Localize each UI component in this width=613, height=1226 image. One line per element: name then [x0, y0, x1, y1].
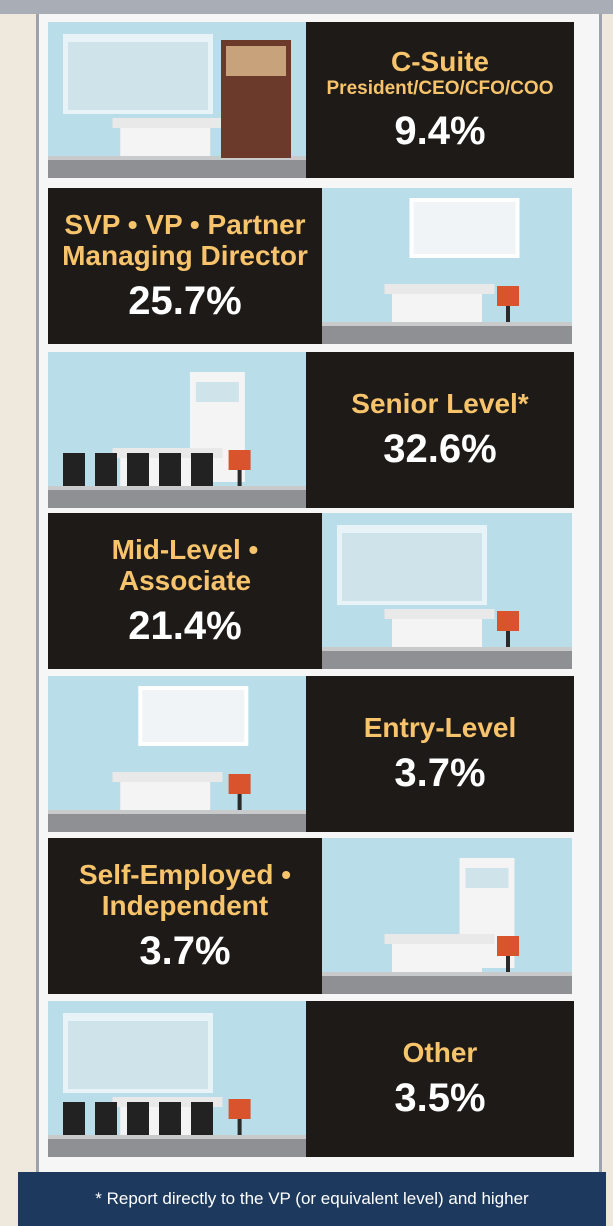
shape: [229, 1099, 251, 1119]
shape: [497, 286, 519, 306]
shape: [113, 772, 223, 782]
illustration-panel: [48, 22, 306, 178]
shape: [414, 202, 516, 254]
shape: [392, 944, 482, 972]
shape: [322, 647, 572, 651]
shape: [68, 1021, 208, 1089]
shape: [392, 294, 482, 322]
label-panel: Mid-Level •Associate 21.4%: [48, 513, 322, 669]
shape: [506, 956, 510, 972]
level-title: Self-Employed •: [79, 859, 291, 890]
shape: [322, 976, 572, 994]
shape: [48, 490, 306, 508]
office-illustration: [322, 838, 572, 994]
office-illustration: [48, 1001, 306, 1157]
shape: [238, 470, 242, 486]
shape: [48, 160, 306, 178]
level-percentage: 21.4%: [128, 604, 241, 649]
shape: [48, 1135, 306, 1139]
shape: [506, 306, 510, 322]
shape: [159, 1102, 181, 1135]
level-subtitle: President/CEO/CFO/COO: [327, 77, 554, 101]
shape: [120, 782, 210, 810]
level-title: Senior Level*: [351, 388, 528, 419]
shape: [229, 450, 251, 470]
shape: [392, 619, 482, 647]
shape: [342, 533, 482, 601]
shape: [48, 486, 306, 490]
shape: [506, 631, 510, 647]
level-percentage: 32.6%: [383, 427, 496, 472]
shape: [95, 453, 117, 486]
shape: [113, 118, 223, 128]
shape: [127, 453, 149, 486]
level-title: C-Suite: [391, 46, 489, 77]
shape: [497, 611, 519, 631]
shape: [63, 453, 85, 486]
label-panel: Entry-Level 3.7%: [306, 676, 574, 832]
shape: [497, 936, 519, 956]
illustration-panel: [48, 676, 306, 832]
footnote: * Report directly to the VP (or equivale…: [18, 1172, 606, 1226]
shape: [385, 284, 495, 294]
shape: [238, 794, 242, 810]
shape: [322, 326, 572, 344]
shape: [226, 46, 286, 76]
page: {"rows": [ {"lines": ["C-Suite"], "subti…: [0, 0, 613, 1226]
level-title: Managing Director: [62, 240, 308, 271]
illustration-panel: [322, 838, 572, 994]
level-title: Entry-Level: [364, 712, 517, 743]
office-illustration: [48, 676, 306, 832]
shape: [322, 651, 572, 669]
level-title: Other: [403, 1037, 478, 1068]
shape: [48, 814, 306, 832]
level-percentage: 9.4%: [394, 109, 485, 154]
shape: [48, 810, 306, 814]
illustration-panel: [322, 188, 572, 344]
top-bar: [0, 0, 613, 14]
level-percentage: 3.5%: [394, 1076, 485, 1121]
shape: [63, 1102, 85, 1135]
shape: [229, 774, 251, 794]
shape: [120, 128, 210, 156]
office-illustration: [322, 188, 572, 344]
level-title: Independent: [102, 890, 268, 921]
office-illustration: [322, 513, 572, 669]
level-percentage: 25.7%: [128, 279, 241, 324]
shape: [48, 1139, 306, 1157]
illustration-panel: [48, 352, 306, 508]
office-illustration: [48, 352, 306, 508]
shape: [68, 42, 208, 110]
shape: [238, 1119, 242, 1135]
label-panel: Senior Level* 32.6%: [306, 352, 574, 508]
shape: [196, 382, 239, 402]
shape: [322, 972, 572, 976]
shape: [385, 934, 495, 944]
level-title: Mid-Level •: [112, 534, 259, 565]
shape: [95, 1102, 117, 1135]
shape: [191, 1102, 213, 1135]
illustration-panel: [48, 1001, 306, 1157]
office-illustration: [48, 22, 306, 178]
shape: [127, 1102, 149, 1135]
shape: [322, 322, 572, 326]
illustration-panel: [322, 513, 572, 669]
level-percentage: 3.7%: [139, 929, 230, 974]
shape: [191, 453, 213, 486]
level-title: SVP • VP • Partner: [64, 209, 305, 240]
shape: [159, 453, 181, 486]
shape: [142, 690, 244, 742]
level-title: Associate: [119, 565, 251, 596]
label-panel: Other 3.5%: [306, 1001, 574, 1157]
shape: [466, 868, 509, 888]
shape: [385, 609, 495, 619]
level-percentage: 3.7%: [394, 751, 485, 796]
label-panel: Self-Employed •Independent 3.7%: [48, 838, 322, 994]
